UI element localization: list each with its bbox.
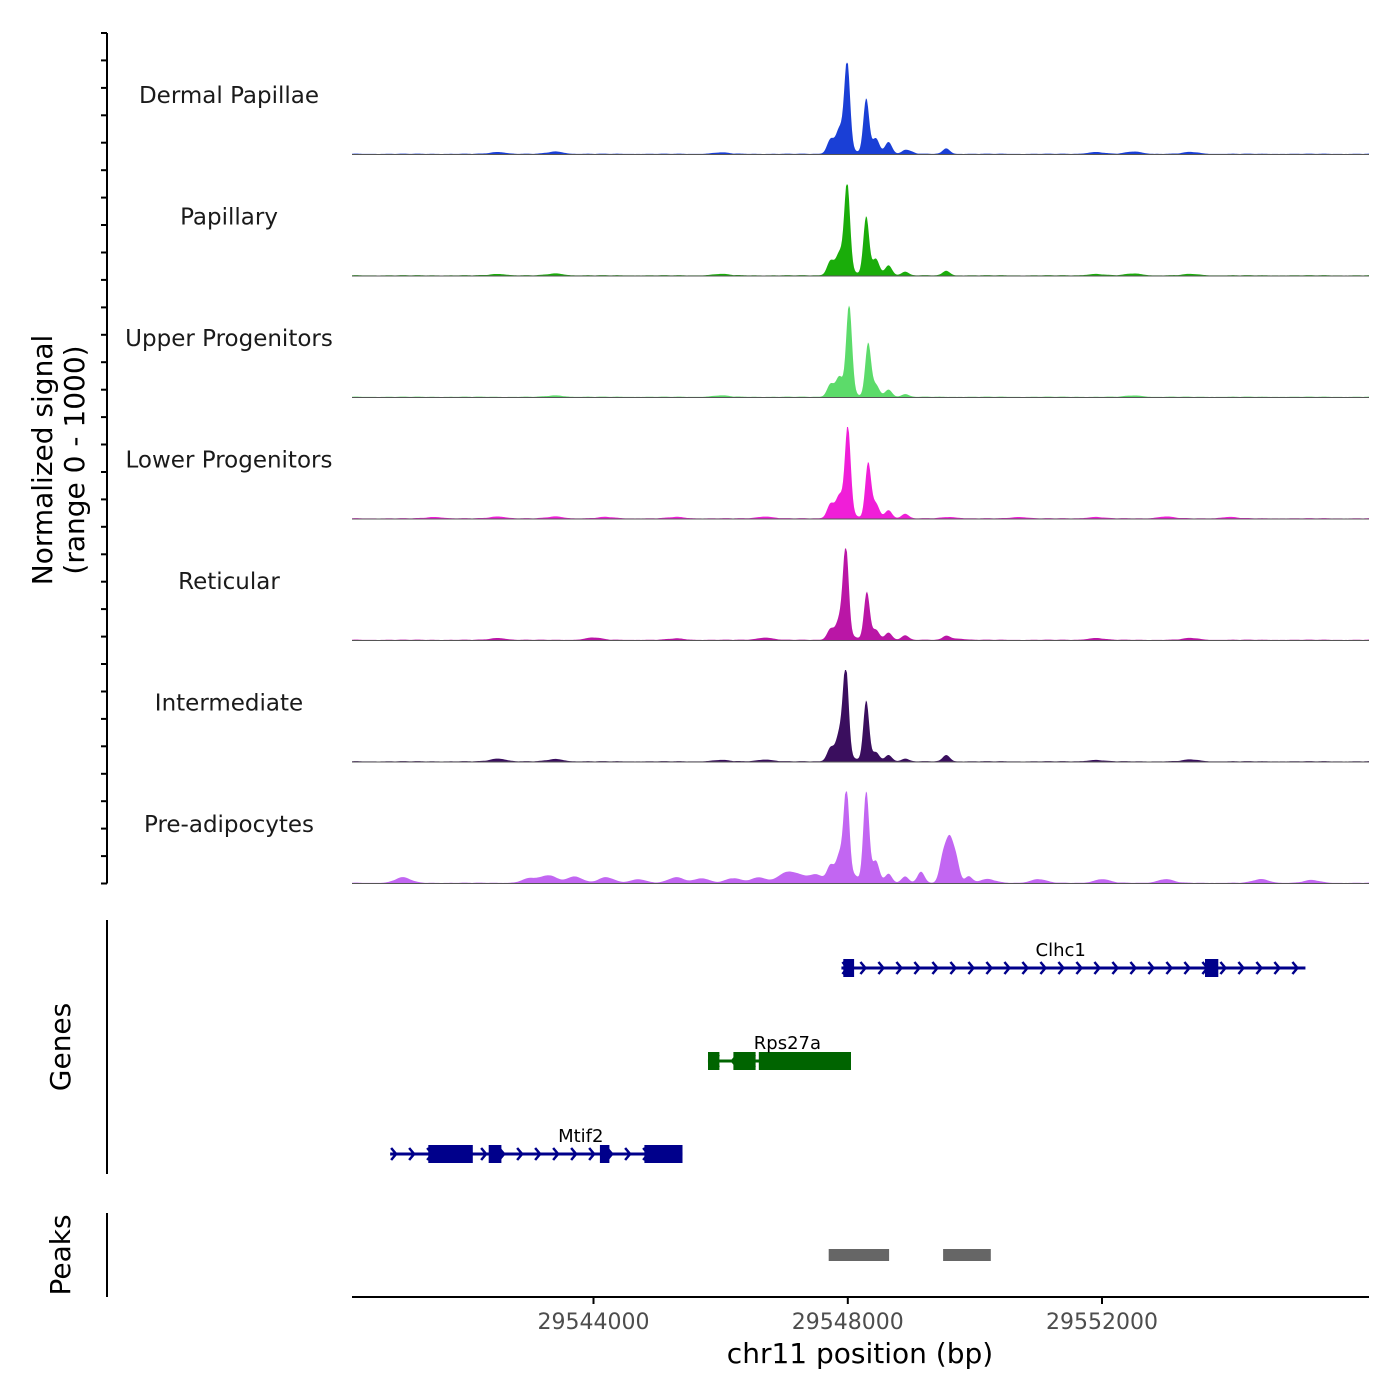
y-axis-title-line1: Normalized signal	[26, 335, 59, 586]
strand-arrow	[1093, 961, 1102, 975]
strand-arrow	[1147, 961, 1156, 975]
strand-arrow	[570, 1147, 578, 1161]
strand-arrow	[949, 961, 958, 975]
strand-arrow	[1075, 961, 1084, 975]
signal-track: Papillary	[180, 184, 1369, 277]
gene-model: Mtif2	[390, 1126, 683, 1163]
y-axis-title: Normalized signal (range 0 - 1000)	[26, 335, 91, 586]
signal-area	[352, 184, 1369, 276]
signal-area	[352, 427, 1369, 519]
gene-annotation-panel: Genes Clhc1 Rps27a Mtif2	[44, 920, 1306, 1174]
signal-track: Upper Progenitors	[125, 305, 1369, 398]
strand-arrow	[1129, 961, 1138, 975]
signal-area	[352, 62, 1369, 155]
strand-arrow	[877, 961, 886, 975]
strand-arrow	[1219, 961, 1228, 975]
peak-region	[828, 1249, 890, 1261]
strand-arrow	[1057, 961, 1066, 975]
strand-arrow	[931, 961, 940, 975]
gene-label: Mtif2	[558, 1126, 603, 1147]
peak-region	[943, 1249, 991, 1261]
signal-track: Pre-adipocytes	[144, 791, 1369, 884]
signal-track: Reticular	[178, 548, 1369, 641]
strand-arrow	[1291, 961, 1300, 975]
x-axis-title: chr11 position (bp)	[727, 1337, 993, 1370]
strand-arrow	[985, 961, 994, 975]
strand-arrow	[859, 961, 868, 975]
track-label: Reticular	[178, 569, 280, 595]
track-label: Lower Progenitors	[126, 447, 333, 473]
gene-exon	[1205, 959, 1219, 977]
gene-label: Rps27a	[754, 1033, 821, 1054]
signal-area	[352, 791, 1369, 884]
gene-exon	[599, 1145, 610, 1163]
signal-track: Dermal Papillae	[139, 62, 1369, 155]
genes-panel-title: Genes	[44, 1003, 77, 1091]
peaks-panel: Peaks	[44, 1213, 991, 1297]
signal-tracks: Dermal Papillae Papillary Upper Progenitor…	[101, 32, 1369, 885]
peaks-panel-title: Peaks	[44, 1214, 77, 1295]
strand-arrow	[1021, 961, 1030, 975]
gene-label: Clhc1	[1036, 940, 1086, 961]
strand-arrow	[480, 1147, 488, 1161]
y-axis-title-line2: (range 0 - 1000)	[58, 345, 91, 574]
strand-arrow	[1183, 961, 1192, 975]
strand-arrow	[967, 961, 976, 975]
track-label: Upper Progenitors	[125, 326, 333, 352]
gene-exon	[758, 1052, 851, 1070]
strand-arrow	[1165, 961, 1174, 975]
gene-exon	[843, 959, 855, 977]
strand-arrow	[1003, 961, 1012, 975]
track-label: Papillary	[180, 204, 278, 230]
x-axis: chr11 position (bp) 29544000 29548000 2955…	[352, 1296, 1369, 1370]
signal-track: Lower Progenitors	[126, 427, 1369, 520]
strand-arrow	[895, 961, 904, 975]
signal-area	[352, 305, 1369, 398]
track-label: Dermal Papillae	[139, 83, 319, 109]
strand-arrow	[1039, 961, 1048, 975]
gene-model: Clhc1	[841, 940, 1306, 977]
x-tick-label: 29548000	[792, 1310, 904, 1335]
strand-arrow	[1273, 961, 1282, 975]
gene-exon	[644, 1145, 683, 1163]
strand-arrow	[1111, 961, 1120, 975]
strand-arrow	[408, 1147, 416, 1161]
strand-arrow	[534, 1147, 542, 1161]
strand-arrow	[624, 1147, 632, 1161]
x-tick-label: 29544000	[538, 1310, 650, 1335]
gene-model: Rps27a	[707, 1033, 851, 1070]
signal-area	[352, 670, 1369, 762]
strand-arrow	[913, 961, 922, 975]
gene-exon	[428, 1145, 473, 1163]
strand-arrow	[552, 1147, 560, 1161]
gene-exon	[488, 1145, 502, 1163]
signal-track: Intermediate	[155, 670, 1369, 763]
x-tick-label: 29552000	[1046, 1310, 1158, 1335]
track-label: Pre-adipocytes	[144, 812, 314, 838]
strand-arrow	[1237, 961, 1246, 975]
strand-arrow	[516, 1147, 524, 1161]
strand-arrow	[390, 1147, 398, 1161]
signal-area	[352, 548, 1369, 641]
gene-exon	[733, 1052, 756, 1070]
track-label: Intermediate	[155, 690, 303, 716]
strand-arrow	[1255, 961, 1264, 975]
strand-arrow	[588, 1147, 596, 1161]
gene-exon	[708, 1052, 720, 1070]
